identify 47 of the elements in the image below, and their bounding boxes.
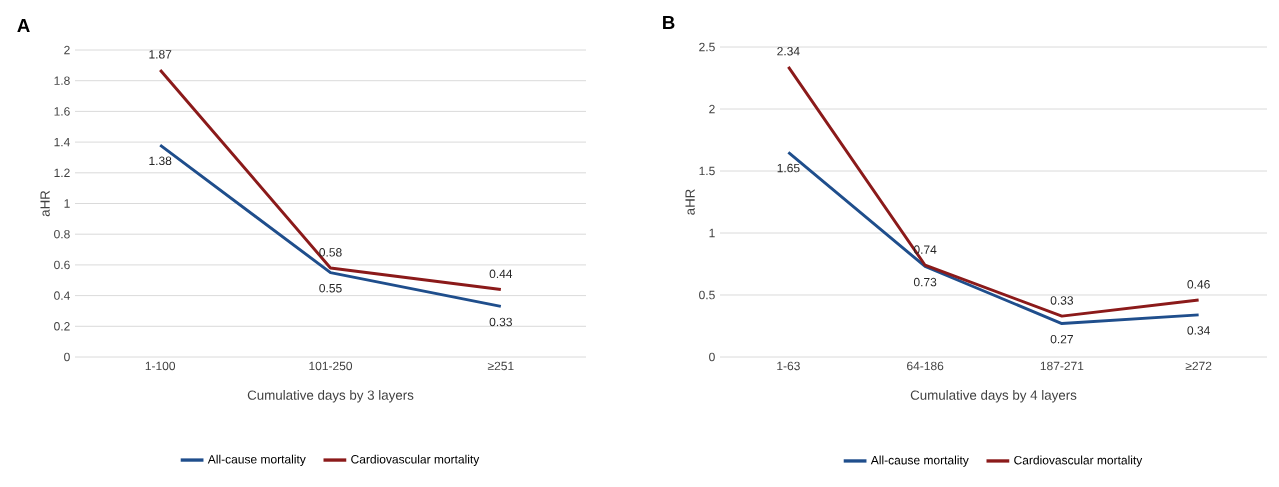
- y-axis-title: aHR: [40, 190, 50, 217]
- data-label: 0.58: [319, 248, 342, 257]
- y-tick-label: 0.2: [54, 322, 70, 331]
- data-label: 0.33: [1050, 296, 1074, 305]
- chart-title: B: [663, 16, 675, 29]
- data-label: 0.27: [1050, 334, 1073, 344]
- legend-label: Cardiovascular mortality: [351, 454, 480, 466]
- data-label: 0.55: [319, 283, 342, 293]
- x-tick-label: ≥251: [487, 361, 514, 371]
- chart-title: A: [17, 19, 30, 32]
- y-tick-label: 1.5: [699, 166, 715, 176]
- data-label: 1.38: [149, 156, 172, 166]
- data-label: 0.46: [1187, 280, 1210, 289]
- y-tick-label: 1.8: [54, 76, 70, 85]
- data-label: 0.44: [489, 269, 513, 279]
- x-tick-label: 1-63: [777, 361, 800, 371]
- x-tick-label: 1-100: [145, 361, 176, 371]
- data-label: 0.33: [489, 317, 512, 327]
- y-tick-label: 1.6: [54, 107, 70, 116]
- y-tick-label: 0: [709, 352, 715, 362]
- y-tick-label: 0.5: [699, 290, 715, 300]
- y-axis-title: aHR: [685, 189, 695, 215]
- legend-label: All-cause mortality: [870, 455, 969, 467]
- y-tick-label: 2: [709, 104, 715, 114]
- data-label: 0.34: [1187, 326, 1210, 335]
- y-tick-label: 0.6: [54, 260, 70, 270]
- data-label: 1.65: [777, 163, 800, 173]
- data-label: 1.87: [149, 50, 172, 59]
- y-tick-label: 1.4: [54, 137, 70, 147]
- y-tick-label: 2: [64, 45, 70, 55]
- legend-label: All-cause mortality: [207, 454, 306, 466]
- y-tick-label: 2.5: [699, 42, 715, 52]
- y-tick-label: 0.8: [54, 229, 70, 239]
- x-axis-title: Cumulative days by 4 layers: [910, 390, 1077, 403]
- x-tick-label: 187-271: [1040, 361, 1084, 371]
- y-tick-label: 0: [64, 352, 70, 362]
- legend-label: Cardiovascular mortality: [1014, 455, 1143, 467]
- y-tick-label: 1: [709, 228, 715, 238]
- x-axis-title: Cumulative days by 3 layers: [247, 390, 414, 403]
- y-tick-label: 0.4: [54, 291, 70, 300]
- x-tick-label: 64-186: [907, 361, 944, 371]
- data-label: 2.34: [777, 46, 800, 56]
- x-tick-label: 101-250: [309, 361, 353, 371]
- x-tick-label: ≥272: [1185, 361, 1212, 371]
- y-tick-label: 1.2: [54, 168, 70, 177]
- data-label: 0.73: [913, 277, 937, 287]
- y-tick-label: 1: [64, 199, 70, 208]
